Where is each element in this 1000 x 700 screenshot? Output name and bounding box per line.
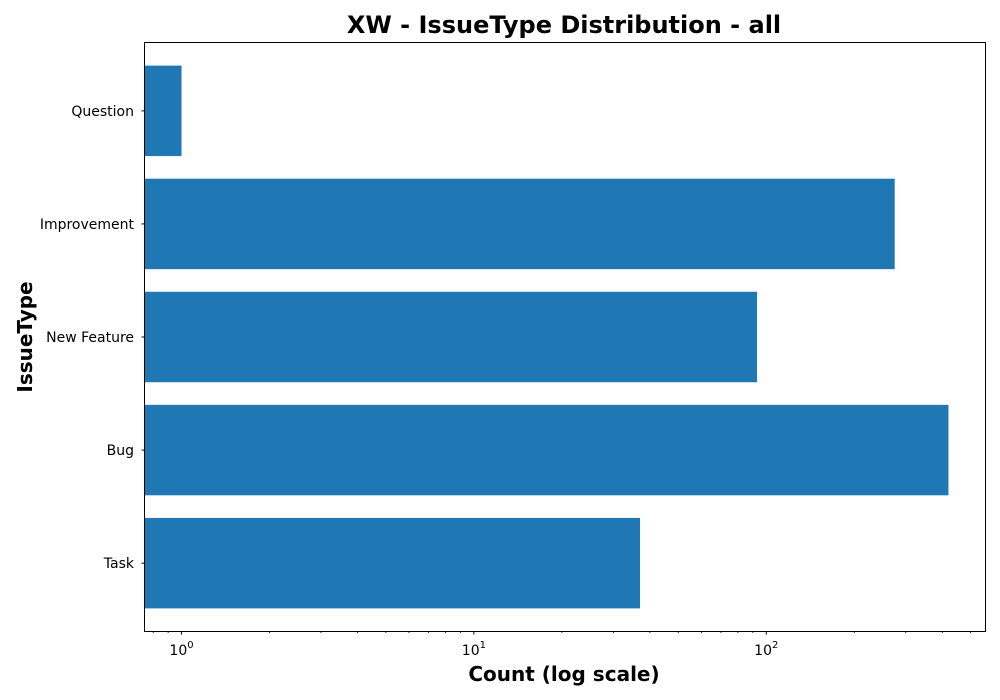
x-axis-label: Count (log scale) [468, 662, 659, 686]
y-tick-label: Bug [107, 443, 134, 459]
y-tick-label: Task [103, 556, 135, 572]
ticks-layer: Question Improvement New Feature Bug Task 100… [40, 104, 972, 659]
bar-improvement [145, 178, 895, 270]
bars-layer [145, 65, 949, 609]
bar-question [145, 65, 182, 157]
y-tick-label: New Feature [46, 330, 134, 346]
y-axis-label: IssueType [13, 281, 37, 392]
y-tick-label: Question [71, 104, 134, 120]
chart-title: XW - IssueType Distribution - all [347, 11, 781, 39]
bar-bug [145, 404, 949, 496]
y-tick-label: Improvement [40, 217, 135, 233]
bar-new-feature [145, 291, 758, 383]
plot-area-frame [144, 42, 986, 632]
x-tick-label: 102 [754, 640, 778, 659]
x-tick-label: 101 [462, 640, 486, 659]
bar-task [145, 517, 641, 609]
x-tick-label: 100 [169, 640, 193, 659]
